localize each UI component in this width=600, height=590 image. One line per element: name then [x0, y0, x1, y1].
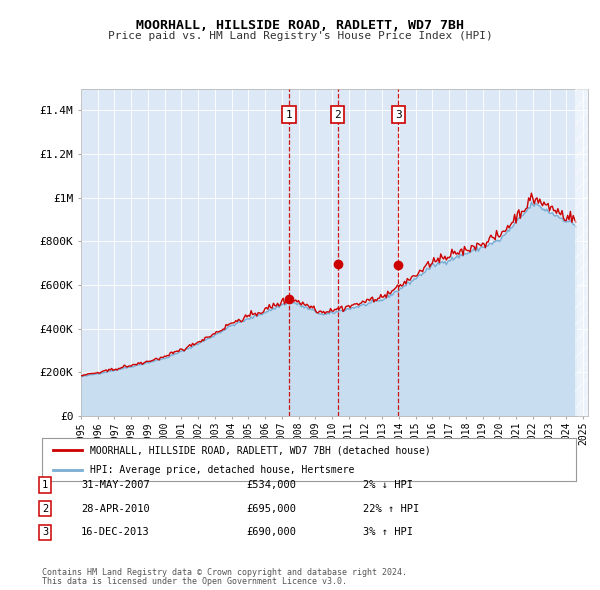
Text: 31-MAY-2007: 31-MAY-2007 — [81, 480, 150, 490]
Text: £534,000: £534,000 — [246, 480, 296, 490]
Text: 16-DEC-2013: 16-DEC-2013 — [81, 527, 150, 537]
Text: 22% ↑ HPI: 22% ↑ HPI — [363, 504, 419, 513]
Text: MOORHALL, HILLSIDE ROAD, RADLETT, WD7 7BH (detached house): MOORHALL, HILLSIDE ROAD, RADLETT, WD7 7B… — [90, 445, 431, 455]
Text: This data is licensed under the Open Government Licence v3.0.: This data is licensed under the Open Gov… — [42, 577, 347, 586]
Text: Contains HM Land Registry data © Crown copyright and database right 2024.: Contains HM Land Registry data © Crown c… — [42, 568, 407, 577]
Text: 28-APR-2010: 28-APR-2010 — [81, 504, 150, 513]
Text: £690,000: £690,000 — [246, 527, 296, 537]
Text: MOORHALL, HILLSIDE ROAD, RADLETT, WD7 7BH: MOORHALL, HILLSIDE ROAD, RADLETT, WD7 7B… — [136, 19, 464, 32]
Text: Price paid vs. HM Land Registry's House Price Index (HPI): Price paid vs. HM Land Registry's House … — [107, 31, 493, 41]
Text: 3% ↑ HPI: 3% ↑ HPI — [363, 527, 413, 537]
Text: 1: 1 — [42, 480, 48, 490]
Text: 2: 2 — [42, 504, 48, 513]
Text: HPI: Average price, detached house, Hertsmere: HPI: Average price, detached house, Hert… — [90, 466, 355, 475]
Text: 1: 1 — [286, 110, 292, 120]
Bar — [575, 88, 588, 416]
Text: 2% ↓ HPI: 2% ↓ HPI — [363, 480, 413, 490]
Text: 3: 3 — [395, 110, 401, 120]
Text: 2: 2 — [334, 110, 341, 120]
Text: 3: 3 — [42, 527, 48, 537]
Text: £695,000: £695,000 — [246, 504, 296, 513]
